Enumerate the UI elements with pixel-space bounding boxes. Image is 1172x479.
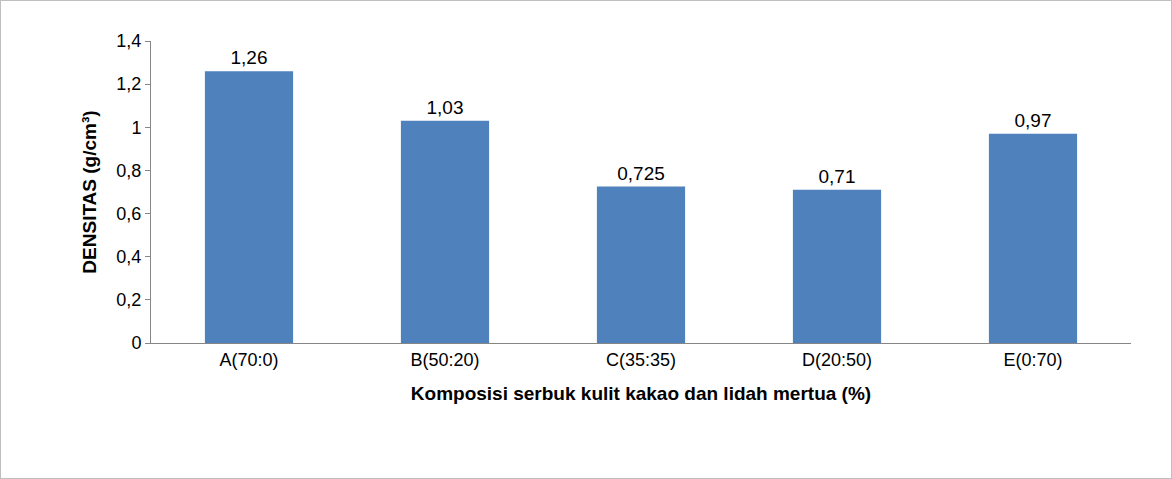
svg-text:DENSITAS (g/cm³): DENSITAS (g/cm³)	[79, 110, 100, 273]
svg-text:1,4: 1,4	[116, 31, 141, 51]
svg-text:B(50:20): B(50:20)	[410, 350, 479, 370]
svg-text:1,26: 1,26	[231, 47, 268, 68]
svg-text:A(70:0): A(70:0)	[219, 350, 278, 370]
svg-text:Komposisi serbuk kulit kakao d: Komposisi serbuk kulit kakao dan lidah m…	[411, 383, 871, 404]
svg-text:0,97: 0,97	[1015, 110, 1052, 131]
svg-text:1,03: 1,03	[427, 97, 464, 118]
svg-text:D(20:50): D(20:50)	[802, 350, 872, 370]
svg-text:1,2: 1,2	[116, 74, 141, 94]
svg-text:0,8: 0,8	[116, 161, 141, 181]
svg-text:0,6: 0,6	[116, 204, 141, 224]
svg-text:0,4: 0,4	[116, 247, 141, 267]
svg-text:E(0:70): E(0:70)	[1003, 350, 1062, 370]
svg-text:0,725: 0,725	[617, 163, 665, 184]
svg-text:1: 1	[131, 118, 141, 138]
svg-text:0: 0	[131, 333, 141, 353]
svg-text:C(35:35): C(35:35)	[606, 350, 676, 370]
svg-text:0,71: 0,71	[819, 166, 856, 187]
svg-text:0,2: 0,2	[116, 290, 141, 310]
